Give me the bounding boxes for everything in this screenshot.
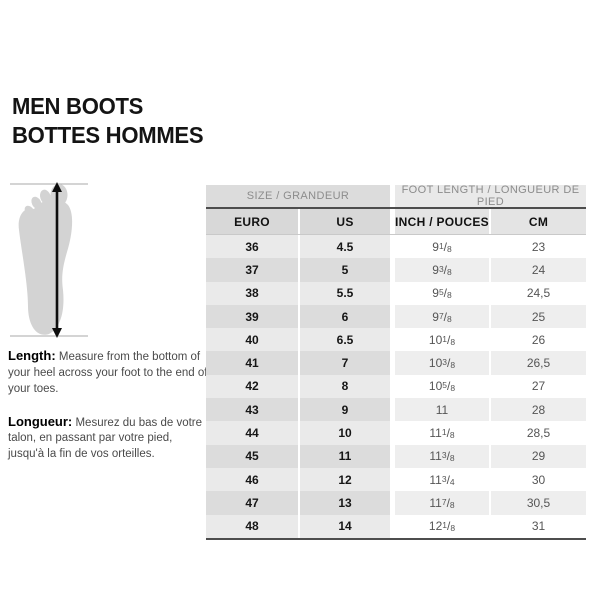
us-size-cell: 13: [300, 491, 390, 515]
inch-length-cell: 11 7/8: [395, 491, 489, 515]
us-size-cell: 12: [300, 467, 390, 492]
us-size-cell: 5: [300, 258, 390, 282]
cm-length-cell: 30,5: [491, 491, 586, 515]
inch-length-cell: 11 1/8: [395, 421, 489, 445]
euro-size-cell: 41: [206, 351, 298, 375]
table-row: 41 7 10 3/8 26,5: [206, 351, 586, 375]
table-row: 45 11 11 3/8 29: [206, 444, 586, 468]
inch-length-cell: 11: [395, 398, 489, 422]
inch-length-cell: 11 3/8: [395, 444, 489, 468]
cm-length-cell: 31: [491, 514, 586, 538]
inch-length-cell: 10 1/8: [395, 328, 489, 352]
longueur-label: Longueur:: [8, 413, 73, 429]
column-header-inch: INCH / POUCES: [395, 209, 489, 234]
inch-length-cell: 9 7/8: [395, 304, 489, 329]
cm-length-cell: 24: [491, 258, 586, 282]
inch-length-cell: 10 5/8: [395, 374, 489, 399]
table-row: 48 14 12 1/8 31: [206, 514, 586, 538]
page-title-line2: BOTTES HOMMES: [12, 122, 204, 148]
euro-size-cell: 44: [206, 421, 298, 445]
us-size-cell: 9: [300, 398, 390, 422]
inch-length-cell: 9 1/8: [395, 235, 489, 259]
table-row: 42 8 10 5/8 27: [206, 374, 586, 399]
us-size-cell: 6: [300, 304, 390, 329]
us-size-cell: 7: [300, 351, 390, 375]
euro-size-cell: 48: [206, 514, 298, 538]
column-header-row: EURO US INCH / POUCES CM: [206, 207, 586, 235]
euro-size-cell: 38: [206, 281, 298, 305]
euro-size-cell: 43: [206, 398, 298, 422]
column-header-euro: EURO: [206, 209, 298, 234]
table-row: 37 5 9 3/8 24: [206, 258, 586, 282]
cm-length-cell: 28: [491, 398, 586, 422]
euro-size-cell: 45: [206, 444, 298, 468]
inch-length-cell: 9 3/8: [395, 258, 489, 282]
length-arrow-icon: [52, 182, 62, 338]
table-row: 47 13 11 7/8 30,5: [206, 491, 586, 515]
euro-size-cell: 42: [206, 374, 298, 399]
table-row: 46 12 11 3/4 30: [206, 467, 586, 492]
us-size-cell: 14: [300, 514, 390, 538]
table-row: 38 5.5 9 5/8 24,5: [206, 281, 586, 305]
cm-length-cell: 26,5: [491, 351, 586, 375]
longueur-text: Mesurez du bas de votre talon, en passan…: [8, 416, 203, 461]
euro-size-cell: 39: [206, 304, 298, 329]
us-size-cell: 4.5: [300, 235, 390, 259]
group-header-size: SIZE / GRANDEUR: [206, 185, 390, 207]
page-title: MEN BOOTS BOTTES HOMMES: [12, 92, 204, 150]
length-text: Measure from the bottom of your heel acr…: [8, 351, 208, 395]
measurement-instructions: Length: Measure from the bottom of your …: [8, 347, 208, 478]
page-title-line1: MEN BOOTS: [12, 93, 144, 119]
length-label: Length:: [8, 348, 56, 363]
table-row: 40 6.5 10 1/8 26: [206, 328, 586, 352]
length-instruction: Length: Measure from the bottom of your …: [8, 347, 208, 398]
us-size-cell: 10: [300, 421, 390, 445]
table-row: 43 9 11 28: [206, 398, 586, 422]
table-body: 36 4.5 9 1/8 23 37 5 9 3/8 24 38 5.5 9 5/8 24,5 39 6 9…: [206, 235, 586, 540]
us-size-cell: 6.5: [300, 328, 390, 352]
euro-size-cell: 46: [206, 467, 298, 492]
euro-size-cell: 37: [206, 258, 298, 282]
cm-length-cell: 25: [491, 304, 586, 329]
inch-length-cell: 12 1/8: [395, 514, 489, 538]
cm-length-cell: 23: [491, 235, 586, 259]
table-row: 44 10 11 1/8 28,5: [206, 421, 586, 445]
column-header-us: US: [300, 209, 390, 234]
us-size-cell: 8: [300, 374, 390, 399]
foot-measurement-icon: [10, 182, 88, 338]
euro-size-cell: 40: [206, 328, 298, 352]
table-row: 36 4.5 9 1/8 23: [206, 235, 586, 259]
us-size-cell: 5.5: [300, 281, 390, 305]
euro-size-cell: 36: [206, 235, 298, 259]
group-header-row: SIZE / GRANDEUR FOOT LENGTH / LONGUEUR D…: [206, 184, 586, 208]
cm-length-cell: 27: [491, 374, 586, 399]
cm-length-cell: 28,5: [491, 421, 586, 445]
cm-length-cell: 30: [491, 467, 586, 492]
inch-length-cell: 11 3/4: [395, 467, 489, 492]
us-size-cell: 11: [300, 444, 390, 468]
cm-length-cell: 26: [491, 328, 586, 352]
longueur-instruction: Longueur: Mesurez du bas de votre talon,…: [8, 413, 208, 464]
group-header-foot-length: FOOT LENGTH / LONGUEUR DE PIED: [395, 184, 586, 208]
inch-length-cell: 10 3/8: [395, 351, 489, 375]
table-row: 39 6 9 7/8 25: [206, 304, 586, 329]
cm-length-cell: 29: [491, 444, 586, 468]
size-conversion-table: SIZE / GRANDEUR FOOT LENGTH / LONGUEUR D…: [206, 184, 586, 540]
column-header-cm: CM: [491, 209, 586, 234]
cm-length-cell: 24,5: [491, 281, 586, 305]
euro-size-cell: 47: [206, 491, 298, 515]
inch-length-cell: 9 5/8: [395, 281, 489, 305]
